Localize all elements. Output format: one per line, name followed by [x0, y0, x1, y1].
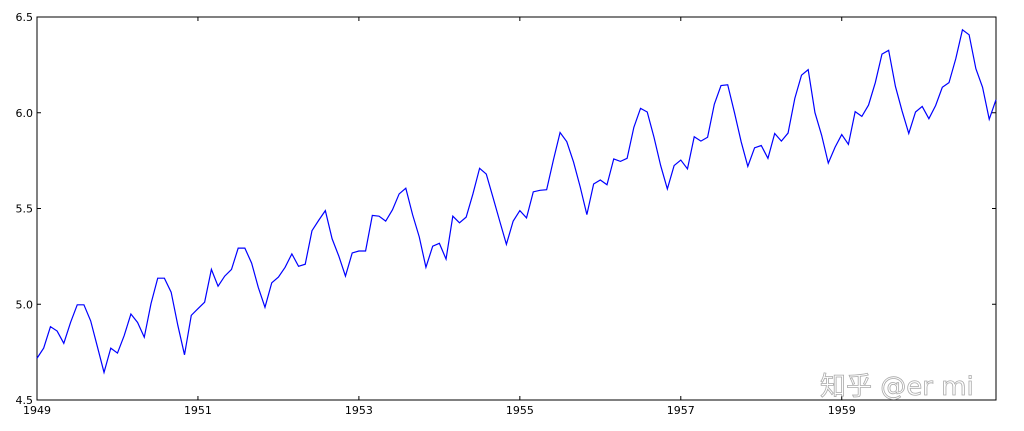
x-tick-label: 1951	[184, 404, 212, 417]
y-tick-label: 5.0	[16, 298, 34, 311]
x-tick-label: 1955	[506, 404, 534, 417]
plot-frame	[36, 16, 997, 401]
watermark: 知乎 @er mi	[820, 372, 974, 402]
y-tick-label: 4.5	[16, 394, 34, 407]
y-tick-label: 6.0	[16, 107, 34, 120]
x-tick-label: 1949	[23, 404, 51, 417]
series-line	[36, 28, 997, 375]
x-tick-label: 1957	[667, 404, 695, 417]
x-tick-label: 1959	[828, 404, 856, 417]
y-tick-label: 5.5	[16, 203, 34, 216]
y-tick-label: 6.5	[16, 11, 34, 24]
x-tick-label: 1953	[345, 404, 373, 417]
